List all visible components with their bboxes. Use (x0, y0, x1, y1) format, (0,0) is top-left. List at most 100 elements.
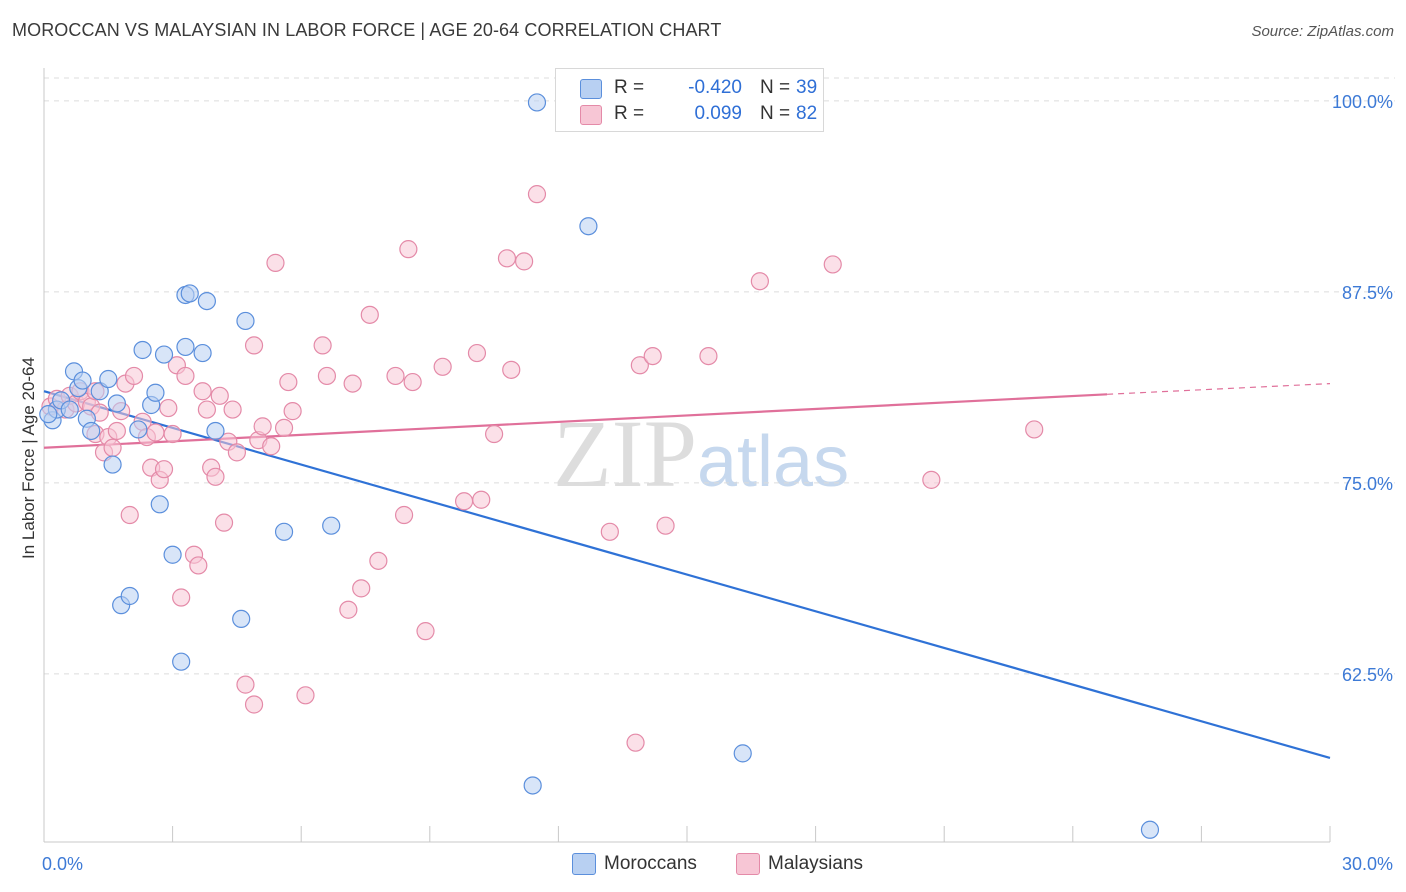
malaysian-point (223, 400, 242, 419)
moroccan-point (99, 369, 118, 389)
y-tick-label: 75.0% (1342, 474, 1393, 494)
moroccan-point (150, 495, 169, 514)
malaysian-point (107, 421, 126, 441)
malaysian-point (369, 551, 388, 570)
chart-title: MOROCCAN VS MALAYSIAN IN LABOR FORCE | A… (12, 20, 722, 40)
malaysian-point (210, 386, 229, 405)
malaysian-point (485, 424, 504, 444)
moroccan-point (172, 652, 191, 671)
malaysian-point (172, 588, 191, 607)
malaysian-point (750, 272, 769, 291)
moroccan-point (154, 345, 174, 364)
malaysian-point (433, 357, 452, 376)
watermark-atlas: atlas (697, 422, 850, 502)
moroccan-point (39, 405, 58, 424)
malaysian-point (823, 255, 842, 274)
moroccan-point (146, 383, 165, 402)
tick-labels: 62.5% 75.0% 87.5% 100.0% 0.0% 30.0% (42, 92, 1393, 874)
moroccan-point (163, 545, 182, 564)
malaysian-point (630, 356, 649, 375)
moroccan-point (232, 609, 251, 629)
y-axis-title: In Labor Force | Age 20-64 (19, 357, 38, 559)
moroccan-point (1140, 820, 1160, 839)
moroccan-point (82, 421, 101, 441)
malaysian-point (163, 424, 182, 444)
moroccan-point (180, 284, 199, 303)
malaysian-point (227, 443, 246, 462)
malaysian-point (103, 438, 122, 457)
n-label: N = (760, 103, 791, 124)
moroccan-point (193, 343, 212, 363)
r-value-malaysians: 0.099 (694, 103, 742, 124)
malaysian-point (124, 366, 144, 386)
malaysian-point (643, 346, 662, 366)
malaysian-point (266, 253, 285, 272)
malaysian-point (244, 695, 264, 714)
legend-swatch-malaysians (736, 853, 760, 875)
malaysian-point (189, 556, 208, 575)
malaysian-point (146, 423, 165, 442)
moroccan-point (107, 394, 126, 413)
malaysian-point (206, 467, 225, 486)
malaysian-point (497, 249, 517, 268)
malaysian-point (656, 516, 675, 535)
moroccan-point (274, 522, 294, 541)
malaysian-point (626, 733, 645, 752)
legend-swatch-malaysians (580, 105, 602, 125)
n-label: N = (760, 77, 791, 98)
legend-swatch-moroccans (580, 79, 602, 99)
legend-swatch-moroccans (572, 853, 596, 875)
malaysian-point (527, 185, 547, 204)
malaysian-point (154, 460, 174, 479)
moroccan-point (176, 337, 195, 357)
malaysian-point (283, 402, 302, 421)
x-tick-label: 30.0% (1342, 854, 1393, 874)
malaysian-point (193, 382, 212, 401)
moroccan-point (236, 311, 255, 331)
data-points (39, 93, 1160, 839)
malaysian-point (467, 343, 487, 363)
malaysian-point (197, 400, 216, 419)
malaysian-point (360, 305, 379, 324)
malaysian-trend-extension (1107, 383, 1331, 395)
malaysian-point (416, 622, 435, 641)
malaysian-point (120, 505, 139, 525)
malaysian-point (244, 336, 264, 355)
axes (43, 68, 1331, 843)
legend-label-moroccans: Moroccans (604, 853, 697, 874)
malaysian-point (279, 372, 298, 392)
malaysian-point (343, 374, 362, 393)
malaysian-point (1025, 420, 1044, 439)
malaysian-point (399, 240, 418, 259)
moroccan-point (73, 371, 92, 390)
malaysian-point (159, 398, 178, 418)
malaysian-point (236, 675, 255, 694)
malaysian-point (253, 417, 272, 436)
malaysian-point (339, 600, 358, 619)
legend-label-malaysians: Malaysians (768, 853, 864, 874)
malaysian-point (403, 372, 422, 392)
malaysian-point (454, 492, 474, 511)
n-value-malaysians: 82 (796, 103, 818, 124)
stats-legend: R = -0.420 N = 39 R = 0.099 N = 82 (555, 68, 824, 132)
malaysian-point (386, 366, 405, 386)
moroccan-point (322, 516, 341, 535)
moroccan-point (129, 420, 148, 439)
moroccan-point (206, 421, 225, 441)
malaysian-point (699, 346, 718, 366)
moroccan-point (103, 455, 122, 474)
malaysian-point (313, 336, 332, 355)
malaysian-point (922, 470, 941, 489)
r-value-moroccans: -0.420 (688, 77, 742, 98)
malaysian-point (214, 513, 234, 532)
n-value-moroccans: 39 (796, 77, 818, 98)
moroccan-point (579, 217, 598, 236)
moroccan-point (523, 776, 542, 795)
malaysian-point (296, 686, 315, 705)
malaysian-point (274, 418, 294, 438)
malaysian-point (472, 490, 491, 509)
moroccan-trend-line (43, 390, 1331, 760)
r-label: R = (614, 77, 645, 98)
malaysian-point (515, 252, 534, 271)
